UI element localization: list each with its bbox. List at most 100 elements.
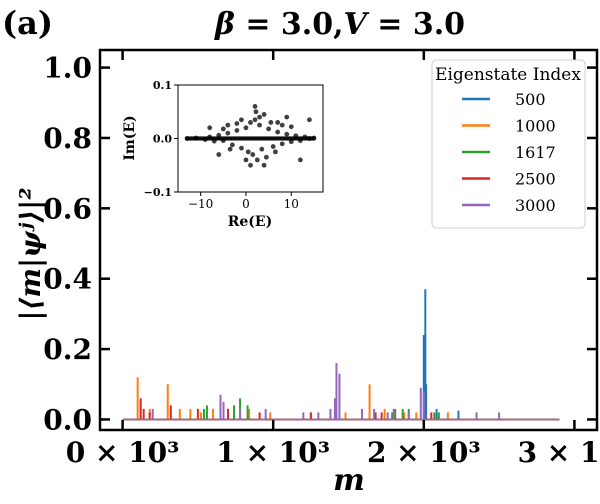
inset-point (216, 132, 222, 138)
inset-point (261, 162, 267, 168)
inset-point (225, 130, 231, 136)
inset-point (245, 149, 251, 155)
inset-point (311, 135, 317, 141)
inset-y-tick-label: 0.0 (153, 133, 172, 146)
inset-point (259, 146, 265, 152)
y-axis-label: |⟨m|ψʲ⟩|² (14, 187, 47, 320)
inset-point (248, 162, 253, 168)
series-500 (122, 289, 560, 421)
series-layer (122, 289, 560, 421)
title-beta: β (214, 7, 235, 42)
series-2500 (122, 398, 560, 421)
inset-point (202, 137, 208, 142)
y-tick-label: 0.2 (43, 333, 92, 366)
inset-point (229, 142, 235, 148)
legend-label: 1000 (515, 117, 556, 136)
x-tick-label: 1 × 10³ (216, 436, 330, 469)
inset-point (243, 125, 249, 131)
inset-x-tick-label: −10 (188, 197, 213, 211)
y-tick-label: 0.6 (43, 192, 92, 225)
inset-point (279, 122, 285, 128)
ticks-layer: 0 × 10³ 1 × 10³ 2 × 10³ 3 × 10³ 0.0 0.2 0.4 0.6… (43, 50, 600, 469)
inset-point (220, 138, 226, 144)
y-tick-label: 1.0 (43, 52, 92, 85)
inset-y-tick-label: −0.1 (144, 186, 172, 199)
inset-point (250, 152, 256, 157)
inset-point (284, 131, 290, 137)
legend-entry-2500: 2500 (462, 170, 556, 189)
inset-point (211, 138, 217, 144)
inset-point (268, 120, 274, 125)
x-axis-label: m (333, 463, 365, 498)
inset-point (257, 114, 262, 120)
series-3000 (122, 363, 560, 421)
inset-point (273, 149, 278, 155)
inset-point (270, 144, 276, 149)
inset-point (275, 120, 281, 125)
inset-point (275, 129, 281, 135)
inset-point (227, 146, 233, 152)
inset-point (239, 117, 244, 123)
legend-label: 3000 (515, 196, 556, 215)
inset-point (302, 134, 308, 140)
inset-point (239, 145, 244, 151)
legend-entry-500: 500 (462, 90, 546, 109)
inset-point (261, 112, 267, 117)
inset-x-tick-label: 0 (242, 197, 250, 211)
inset-point (193, 135, 199, 141)
panel-label: (a) (2, 4, 53, 42)
title-beta-value: = 3.0, (235, 7, 344, 42)
legend-entry-1617: 1617 (462, 143, 556, 162)
inset-point (297, 157, 303, 163)
inset-point (263, 154, 269, 160)
inset-point (307, 136, 312, 141)
inset-point (297, 138, 303, 144)
inset-point (220, 126, 226, 132)
inset-point (225, 122, 231, 128)
inset-point (254, 157, 260, 163)
legend-entry-3000: 3000 (462, 196, 556, 215)
legend-label: 500 (515, 90, 546, 109)
x-tick-label: 0 × 10³ (66, 436, 180, 469)
legend: Eigenstate Index 500 1000 1617 2500 3000 (431, 59, 586, 229)
legend-label: 1617 (515, 143, 556, 162)
plot-frame (98, 48, 599, 432)
inset-point (307, 117, 312, 123)
inset-y-label: Im(E) (122, 115, 138, 160)
inset-point (234, 121, 240, 126)
inset-x-label: Re(E) (228, 214, 272, 230)
inset-y-tick-label: 0.1 (153, 79, 172, 92)
inset-point (243, 157, 249, 163)
inset-point (279, 141, 285, 147)
inset-point (284, 114, 290, 120)
inset-point (293, 133, 299, 139)
inset-point (234, 128, 240, 133)
series-1000 (122, 377, 560, 421)
y-tick-label: 0.0 (43, 403, 92, 436)
legend-title: Eigenstate Index (435, 65, 581, 85)
inset-point (207, 134, 213, 140)
legend-label: 2500 (515, 170, 556, 189)
inset-chart: −10 0 10 −0.1 0.0 0.1 Re(E) Im(E) (122, 79, 324, 230)
title-v: V (344, 7, 370, 42)
title-v-value: = 3.0 (367, 7, 465, 42)
x-tick-label: 3 × 10³ (518, 436, 600, 469)
inset-point (252, 104, 258, 109)
chart-title: β = 3.0,V = 3.0 (214, 7, 465, 42)
inset-point (248, 120, 253, 125)
inset-point (266, 126, 272, 132)
inset-x-tick-label: 10 (284, 197, 299, 211)
legend-entry-1000: 1000 (462, 117, 556, 136)
series-1617 (122, 398, 560, 421)
inset-point (184, 136, 190, 141)
inset-point (288, 139, 294, 145)
inset-point (257, 122, 262, 128)
x-tick-label: 2 × 10³ (367, 436, 481, 469)
inset-point (207, 125, 213, 131)
y-tick-label: 0.4 (43, 263, 92, 296)
inset-point (288, 124, 294, 130)
y-tick-label: 0.8 (43, 122, 92, 155)
legend-box (431, 59, 586, 229)
inset-point (216, 152, 222, 157)
